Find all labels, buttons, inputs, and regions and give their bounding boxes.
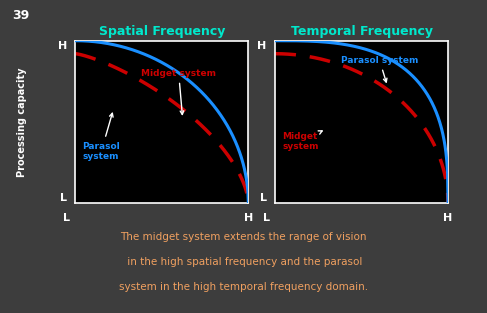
Text: H: H — [57, 41, 67, 51]
Text: H: H — [244, 213, 253, 223]
Text: Processing capacity: Processing capacity — [17, 67, 27, 177]
Text: L: L — [63, 213, 70, 223]
Text: H: H — [257, 41, 266, 51]
Text: in the high spatial frequency and the parasol: in the high spatial frequency and the pa… — [124, 257, 363, 267]
Title: Temporal Frequency: Temporal Frequency — [291, 25, 432, 38]
Text: Parasol system: Parasol system — [341, 56, 418, 82]
Text: The midget system extends the range of vision: The midget system extends the range of v… — [120, 232, 367, 242]
Text: Midget
system: Midget system — [282, 131, 322, 151]
Title: Spatial Frequency: Spatial Frequency — [99, 25, 225, 38]
Text: L: L — [263, 213, 270, 223]
Text: Midget system: Midget system — [141, 69, 216, 115]
Text: L: L — [60, 193, 67, 203]
Text: system in the high temporal frequency domain.: system in the high temporal frequency do… — [119, 282, 368, 292]
Text: 39: 39 — [12, 9, 29, 23]
Text: H: H — [444, 213, 452, 223]
Text: Parasol
system: Parasol system — [82, 113, 120, 161]
Text: L: L — [260, 193, 266, 203]
